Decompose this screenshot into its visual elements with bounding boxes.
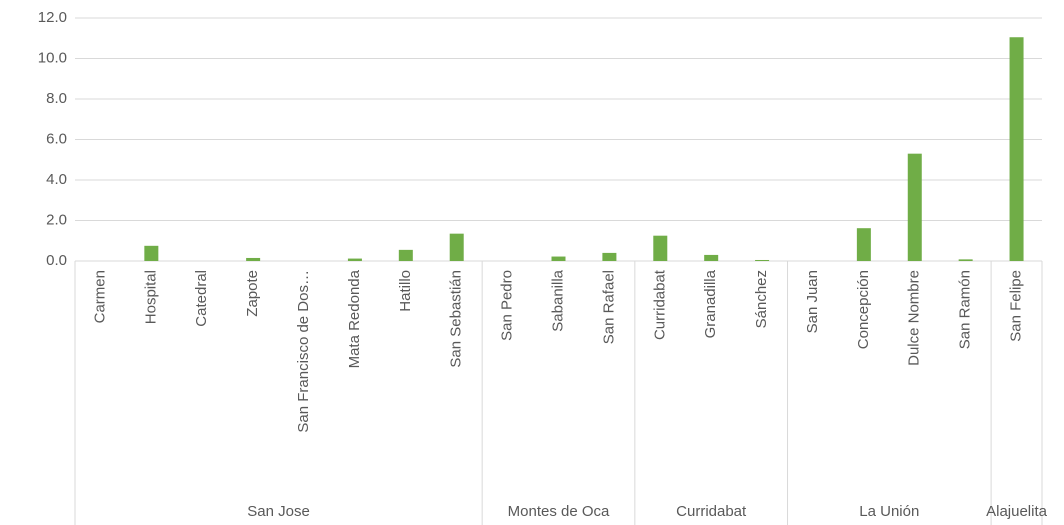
x-tick-label: San Ramón <box>957 270 974 349</box>
bar <box>144 245 159 261</box>
bar <box>551 256 566 261</box>
x-tick-label: Concepción <box>855 270 872 349</box>
bar <box>958 259 973 261</box>
bar <box>1009 37 1024 261</box>
x-tick-label: Catedral <box>193 270 210 327</box>
bar <box>347 258 362 261</box>
group-label: San Jose <box>247 503 310 520</box>
x-tick-label: San Rafael <box>600 270 617 344</box>
bar <box>653 235 668 261</box>
y-tick-label: 6.0 <box>46 130 67 147</box>
x-tick-label: San Sebastián <box>448 270 465 368</box>
bar <box>602 252 617 261</box>
x-tick-label: Curridabat <box>651 269 668 340</box>
y-tick-label: 4.0 <box>46 171 67 188</box>
y-tick-label: 2.0 <box>46 211 67 228</box>
bar <box>704 254 719 261</box>
bar <box>755 259 770 261</box>
x-tick-label: San Juan <box>804 270 821 333</box>
group-label: La Unión <box>859 503 919 520</box>
bar <box>246 257 261 261</box>
y-tick-label: 8.0 <box>46 90 67 107</box>
group-label: Curridabat <box>676 503 747 520</box>
bar <box>856 228 871 261</box>
x-tick-label: San Francisco de Dos… <box>295 270 312 433</box>
x-tick-label: Mata Redonda <box>346 269 363 368</box>
x-tick-label: Dulce Nombre <box>906 270 923 366</box>
bar <box>398 249 413 261</box>
x-tick-label: Zapote <box>244 270 261 317</box>
y-tick-label: 12.0 <box>38 9 67 26</box>
x-tick-label: San Felipe <box>1008 270 1025 342</box>
x-tick-label: Sabanilla <box>549 269 566 331</box>
group-label: Montes de Oca <box>508 503 610 520</box>
x-tick-label: Hospital <box>142 270 159 324</box>
x-tick-label: Carmen <box>91 270 108 323</box>
bar <box>449 233 464 261</box>
y-tick-label: 10.0 <box>38 49 67 66</box>
bar <box>907 153 922 261</box>
y-tick-label: 0.0 <box>46 252 67 269</box>
x-tick-label: Sánchez <box>753 270 770 328</box>
group-label: Alajuelita <box>986 503 1048 520</box>
x-tick-label: Hatillo <box>397 270 414 312</box>
x-tick-label: San Pedro <box>499 270 516 341</box>
x-tick-label: Granadilla <box>702 269 719 338</box>
